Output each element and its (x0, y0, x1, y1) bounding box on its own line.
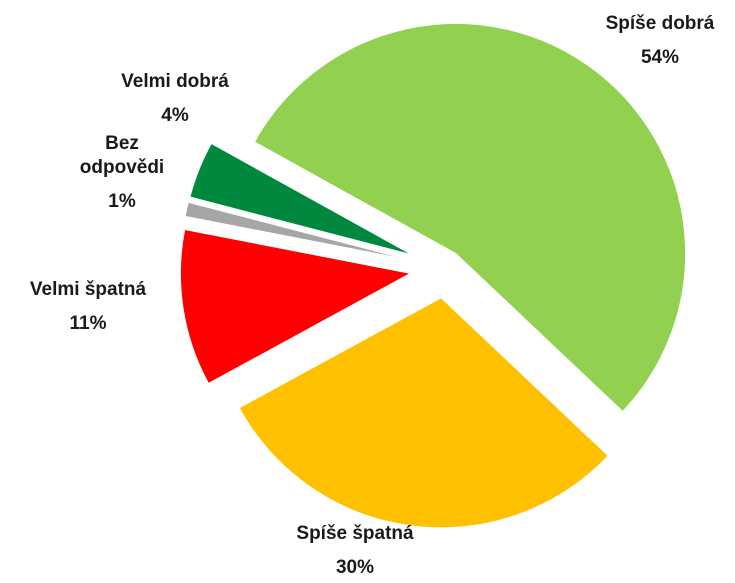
category-label: Velmi špatná (29, 279, 147, 300)
value-label: 54% (640, 47, 680, 68)
data-label: Spíše špatná 30% (265, 522, 445, 580)
data-label: Spíše dobrá 54% (580, 12, 735, 70)
value-label: 1% (108, 191, 136, 212)
pie-slice (179, 228, 412, 385)
data-label: Velmi špatná 11% (0, 278, 178, 336)
data-label: Velmi dobrá 4% (95, 70, 255, 128)
pie-slice (238, 297, 609, 529)
value-label: 30% (335, 557, 375, 578)
category-label: Spíše špatná (296, 523, 414, 544)
pie-slice (189, 142, 413, 256)
pie-slice (184, 201, 411, 261)
category-label: Bez odpovědi (79, 133, 165, 178)
value-label: 11% (69, 313, 107, 334)
pie-slice (253, 23, 687, 413)
category-label: Spíše dobrá (605, 13, 715, 34)
data-label: Bez odpovědi 1% (77, 132, 167, 214)
value-label: 4% (161, 105, 189, 126)
category-label: Velmi dobrá (121, 71, 229, 92)
